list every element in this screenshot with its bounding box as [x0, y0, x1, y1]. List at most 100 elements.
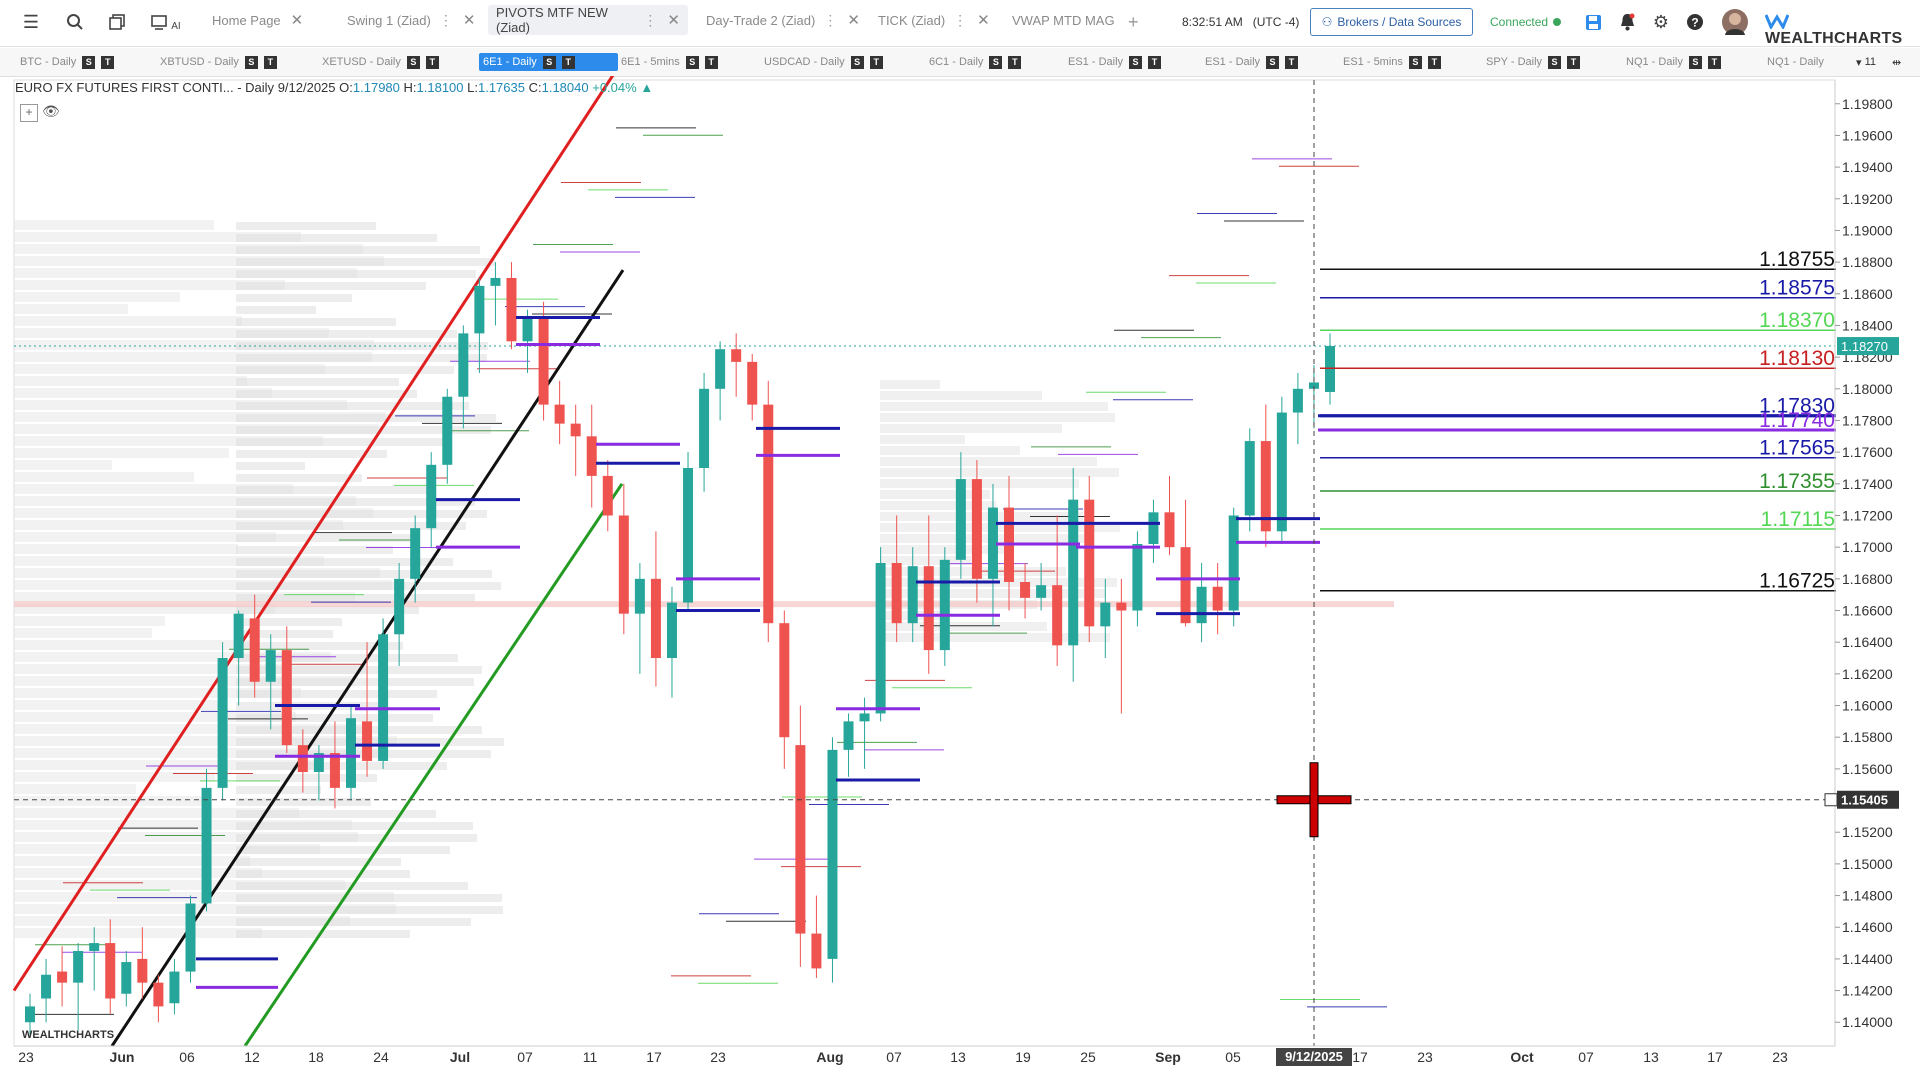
candle-body [795, 745, 806, 934]
ai-assistant-icon[interactable]: AI [150, 11, 182, 33]
time-tick-label: 23 [1417, 1049, 1433, 1065]
volume-profile-bar [236, 462, 305, 470]
candle-body [554, 404, 565, 424]
volume-profile-bar [880, 413, 1115, 422]
symbol-tab-active[interactable]: 6E1 - Daily S T [479, 53, 618, 71]
eye-icon[interactable]: 👁 [42, 103, 60, 119]
volume-profile-bar [236, 486, 431, 494]
volume-profile-bar [236, 690, 437, 698]
close-icon[interactable]: ✕ [462, 12, 476, 29]
add-tab-icon[interactable]: + [1128, 12, 1139, 32]
volume-profile-bar [236, 402, 469, 410]
search-icon[interactable] [64, 11, 86, 33]
candle-body [1084, 499, 1095, 627]
volume-profile-bar [236, 858, 401, 866]
close-icon[interactable]: ✕ [977, 12, 990, 29]
volume-profile-bar [236, 822, 473, 830]
volume-profile-bar [880, 424, 1062, 433]
volume-profile-bar [236, 894, 502, 902]
volume-profile-bar [236, 450, 387, 458]
symbol-tab[interactable]: NQ1 - Daily [1763, 53, 1828, 71]
add-indicator-icon[interactable]: + [20, 104, 38, 122]
gear-icon[interactable]: ⚙ [1652, 11, 1670, 32]
layouts-icon[interactable] [106, 11, 128, 33]
symbol-tab[interactable]: XETUSD - Daily S T [318, 53, 443, 71]
volume-profile-bar [14, 424, 378, 434]
volume-profile-bar [236, 714, 433, 722]
more-vertical-icon[interactable]: ⋮ [823, 11, 838, 28]
menu-icon[interactable]: ☰ [22, 11, 40, 32]
tab-pivots-mtf-new[interactable]: PIVOTS MTF NEW (Ziad) ⋮ ✕ [488, 5, 688, 35]
time-tick-label: Jun [110, 1049, 135, 1065]
badge-s: S [1266, 55, 1280, 69]
time-tick-label: 12 [244, 1049, 260, 1065]
volume-profile-bar [14, 676, 354, 686]
volume-profile-bar [14, 568, 380, 578]
price-tick-label: 1.17000 [1842, 539, 1893, 555]
symbol-tab[interactable]: ES1 - Daily S T [1064, 53, 1165, 71]
volume-profile-bar [236, 306, 316, 314]
tab-swing-1[interactable]: Swing 1 (Ziad) ⋮ ✕ [339, 5, 483, 35]
save-icon[interactable] [1582, 11, 1604, 33]
symbol-tab[interactable]: 6C1 - Daily S T [925, 53, 1025, 71]
price-chart[interactable]: 1.18755 1.18575 1.18370 1.18130 1.178301.177… [0, 71, 1920, 1080]
close-icon[interactable]: ✕ [847, 12, 860, 29]
volume-profile-bar [236, 546, 393, 554]
candle-body [570, 423, 581, 437]
symbol-tab[interactable]: NQ1 - Daily S T [1622, 53, 1725, 71]
tab-day-trade-2[interactable]: Day-Trade 2 (Ziad) ⋮ ✕ [698, 5, 868, 35]
volume-profile-bar [14, 772, 215, 782]
close-icon[interactable]: ✕ [667, 12, 680, 29]
logo-mark-icon [1764, 13, 1790, 31]
symbol-tab[interactable]: ES1 - 5mins S T [1339, 53, 1445, 71]
symbol-tab[interactable]: BTC - Daily S T [16, 53, 118, 71]
badge-s: S [1408, 55, 1422, 69]
more-vertical-icon[interactable]: ⋮ [953, 11, 968, 28]
chart-area[interactable]: 1.18755 1.18575 1.18370 1.18130 1.17830 1.177… [0, 71, 1920, 1080]
logo-text: WEALTHCHARTS [1765, 30, 1903, 47]
more-vertical-icon[interactable]: ⋮ [643, 11, 658, 28]
pivot-label: 1.16725 [1759, 570, 1835, 593]
volume-profile-bar [880, 523, 1120, 532]
tab-label: Home Page [212, 12, 281, 28]
symbol-tab[interactable]: USDCAD - Daily S T [760, 53, 887, 71]
volume-profile-bar [14, 832, 358, 842]
poc-band [14, 601, 1394, 608]
symbol-tab[interactable]: ES1 - Daily S T [1201, 53, 1302, 71]
volume-profile-bar [236, 318, 396, 326]
bell-icon[interactable] [1616, 11, 1638, 33]
time-tick-label: 18 [308, 1049, 324, 1065]
time-tick-label: 07 [1578, 1049, 1594, 1065]
pivot-label: 1.18370 [1759, 309, 1835, 332]
symbol-tab[interactable]: 6E1 - 5mins S T [617, 53, 722, 71]
close-icon[interactable]: ✕ [290, 12, 304, 29]
avatar[interactable] [1722, 9, 1748, 35]
symbols-overflow-button[interactable]: ▾ 11 [1852, 53, 1880, 71]
price-tick-label: 1.16200 [1842, 666, 1893, 682]
candle-body [538, 317, 549, 405]
help-icon[interactable]: ? [1684, 11, 1706, 33]
volume-profile-bar [236, 558, 453, 566]
tab-home-page[interactable]: Home Page ✕ [204, 5, 311, 35]
time-tick-label: 06 [179, 1049, 195, 1065]
volume-profile-bar [236, 366, 454, 374]
tab-tick[interactable]: TICK (Ziad) ⋮ ✕ [870, 5, 998, 35]
price-tick-label: 1.19600 [1842, 127, 1893, 143]
volume-profile-bar [14, 712, 296, 722]
watermark-logo: WEALTHCHARTS [22, 1029, 114, 1041]
symbol-tab[interactable]: XBTUSD - Daily S T [156, 53, 281, 71]
volume-profile-bar [236, 282, 426, 290]
candle-body [634, 578, 645, 614]
brokers-button[interactable]: ⚇ Brokers / Data Sources [1310, 8, 1473, 36]
tab-vwap-mtd-mag[interactable]: VWAP MTD MAG [1004, 5, 1116, 35]
volume-profile-bar [14, 376, 247, 386]
symbol-label: 6C1 - Daily [929, 56, 984, 68]
badge-t: T [263, 55, 277, 69]
expand-icon[interactable]: ⇹ [1892, 56, 1902, 69]
volume-profile-bar [14, 268, 357, 278]
volume-profile-bar [14, 496, 356, 506]
symbol-tab[interactable]: SPY - Daily S T [1482, 53, 1584, 71]
price-tick-label: 1.18400 [1842, 317, 1893, 333]
more-vertical-icon[interactable]: ⋮ [438, 11, 453, 28]
price-tick-label: 1.15000 [1842, 856, 1893, 872]
